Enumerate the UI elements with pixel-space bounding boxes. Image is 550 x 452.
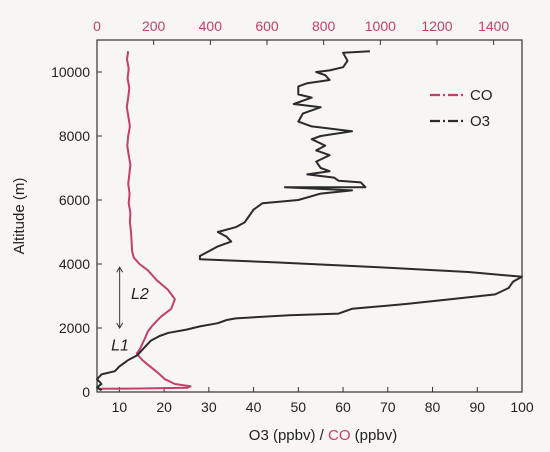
- x-axis-label-part: (ppbv): [351, 427, 398, 444]
- top-tick-label: 800: [312, 18, 336, 34]
- x-axis-label-part: O3 (ppbv) /: [249, 427, 328, 444]
- y-tick-label: 8000: [59, 128, 90, 144]
- bottom-axis-ticks: 10 20 30 40 50 60 70 80 90 100: [112, 387, 534, 415]
- bottom-tick-label: 90: [469, 399, 485, 415]
- bracket-arrow-top: [116, 266, 124, 273]
- legend-o3-label: O3: [470, 113, 490, 130]
- y-tick-label: 6000: [59, 192, 90, 208]
- plot-frame: [96, 39, 523, 393]
- series-line-o3: [96, 50, 523, 392]
- legend-co-label: CO: [470, 87, 493, 104]
- top-axis-ticks: 0 200 400 600 800 1000 1200 1400: [93, 18, 509, 45]
- x-axis-label: O3 (ppbv) / CO (ppbv): [249, 427, 397, 444]
- top-tick-label: 200: [142, 18, 166, 34]
- x-axis-label-part: CO: [328, 427, 351, 444]
- annotation-label-l2: L2: [131, 286, 149, 303]
- bottom-tick-label: 20: [156, 399, 172, 415]
- left-axis-ticks: 0 2000 4000 6000 8000 10000: [51, 64, 102, 400]
- annotation-label-l1: L1: [111, 337, 129, 354]
- y-tick-label: 2000: [59, 320, 90, 336]
- legend: CO O3: [430, 87, 493, 130]
- bottom-tick-label: 60: [335, 399, 351, 415]
- y-tick-label: 0: [82, 384, 90, 400]
- top-tick-label: 1400: [478, 18, 509, 34]
- y-tick-label: 4000: [59, 256, 90, 272]
- top-tick-label: 1000: [365, 18, 396, 34]
- bottom-tick-label: 80: [425, 399, 441, 415]
- bottom-tick-label: 30: [201, 399, 217, 415]
- series-line-co: [96, 51, 192, 390]
- series-layer: [96, 50, 523, 392]
- bottom-tick-label: 70: [380, 399, 396, 415]
- top-tick-label: 400: [199, 18, 223, 34]
- bottom-tick-label: 10: [112, 399, 128, 415]
- bottom-tick-label: 50: [291, 399, 307, 415]
- bracket-arrow-bottom: [116, 322, 124, 329]
- bottom-tick-label: 40: [246, 399, 262, 415]
- y-axis-label: Altitude (m): [11, 178, 28, 255]
- top-tick-label: 0: [93, 18, 101, 34]
- top-tick-label: 600: [255, 18, 279, 34]
- bottom-tick-label: 100: [510, 399, 534, 415]
- annotation-layer: L2 L1: [111, 266, 149, 354]
- top-tick-label: 1200: [421, 18, 452, 34]
- y-tick-label: 10000: [51, 64, 90, 80]
